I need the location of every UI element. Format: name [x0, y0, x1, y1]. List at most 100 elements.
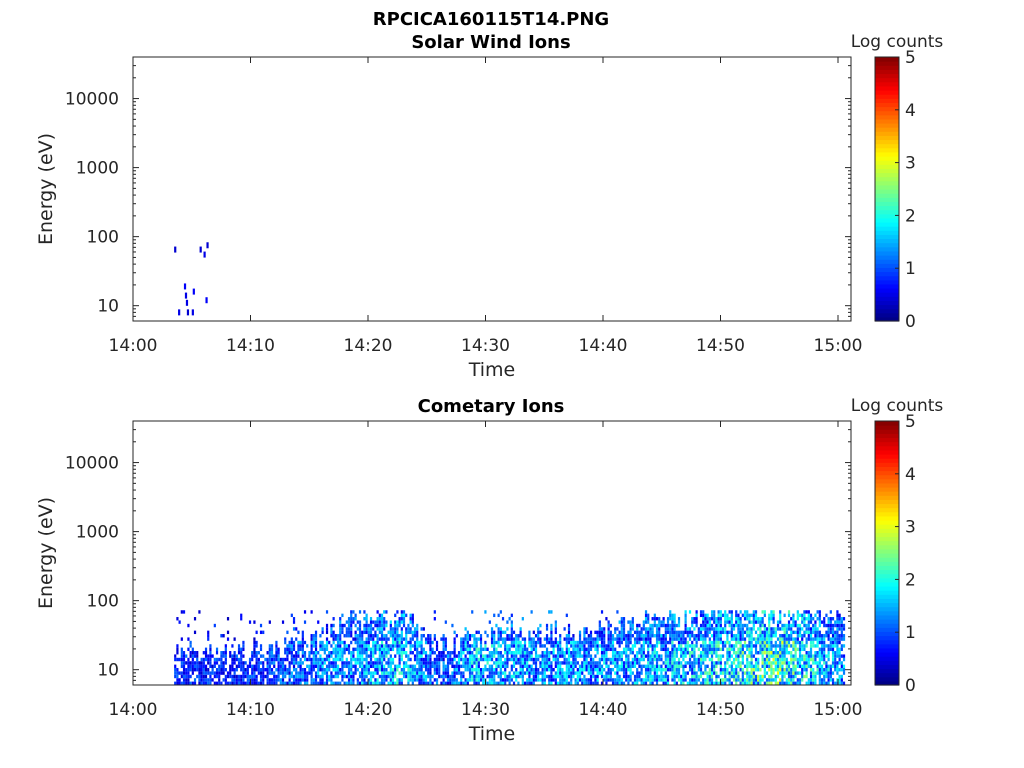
heatmap-cell — [532, 657, 535, 662]
heatmap-cell — [823, 637, 826, 641]
heatmap-cell — [273, 657, 276, 662]
heatmap-cell — [783, 640, 786, 645]
heatmap-cell — [493, 640, 496, 645]
heatmap-cell — [411, 668, 414, 672]
heatmap-cell — [495, 640, 498, 645]
heatmap-cell — [721, 647, 725, 652]
heatmap-cell — [583, 678, 586, 682]
heatmap-cell — [605, 644, 608, 648]
heatmap-cell — [603, 630, 606, 635]
heatmap-cell — [187, 623, 190, 628]
heatmap-cell — [818, 634, 821, 638]
heatmap-cell — [831, 647, 835, 652]
heatmap-cell — [297, 674, 300, 679]
heatmap-cell — [809, 620, 813, 624]
heatmap-cell — [563, 681, 566, 685]
heatmap-cell — [363, 674, 366, 679]
heatmap-cell — [394, 637, 397, 641]
heatmap-cell — [691, 668, 694, 672]
heatmap-cell — [183, 283, 187, 290]
heatmap-cell — [275, 654, 278, 658]
heatmap-cell — [691, 654, 694, 658]
heatmap-cell — [638, 634, 641, 638]
heatmap-cell — [750, 651, 753, 655]
heatmap-cell — [372, 651, 375, 655]
heatmap-cell — [367, 623, 370, 628]
heatmap-cell — [358, 634, 362, 638]
heatmap-cell — [398, 647, 401, 652]
heatmap-cell — [726, 637, 729, 641]
heatmap-cell — [409, 620, 412, 624]
heatmap-cell — [790, 651, 793, 655]
heatmap-cell — [836, 644, 839, 648]
heatmap-cell — [823, 644, 826, 648]
heatmap-cell — [270, 661, 274, 665]
heatmap-cell — [589, 678, 593, 682]
heatmap-cell — [204, 664, 208, 669]
heatmap-cell — [350, 651, 353, 655]
heatmap-cell — [493, 637, 496, 641]
heatmap-cell — [218, 668, 221, 672]
heatmap-cell — [385, 610, 388, 614]
heatmap-cell — [435, 654, 439, 658]
heatmap-cell — [352, 657, 355, 662]
heatmap-cell — [497, 630, 500, 635]
heatmap-cell — [233, 674, 236, 679]
heatmap-cell — [779, 644, 782, 648]
heatmap-cell — [750, 668, 753, 672]
heatmap-cell — [336, 654, 340, 658]
heatmap-cell — [787, 678, 791, 682]
heatmap-cell — [334, 664, 337, 669]
heatmap-cell — [495, 623, 498, 628]
heatmap-cell — [248, 661, 252, 665]
heatmap-cell — [446, 664, 450, 669]
heatmap-cell — [622, 623, 626, 628]
heatmap-cell — [526, 651, 529, 655]
heatmap-cell — [466, 651, 469, 655]
heatmap-cell — [829, 674, 832, 679]
x-tick-label: 14:50 — [696, 700, 745, 720]
heatmap-cell — [365, 661, 368, 665]
heatmap-cell — [840, 634, 843, 638]
heatmap-cell — [506, 657, 509, 662]
heatmap-cell — [605, 681, 608, 685]
heatmap-cell — [653, 623, 656, 628]
heatmap-cell — [737, 657, 740, 662]
heatmap-cell — [539, 671, 542, 675]
heatmap-cell — [292, 654, 296, 658]
heatmap-cell — [609, 634, 612, 638]
heatmap-cell — [759, 681, 762, 685]
heatmap-cell — [545, 634, 549, 638]
heatmap-cell — [741, 678, 744, 682]
heatmap-cell — [523, 654, 527, 658]
heatmap-cell — [790, 661, 793, 665]
colorbar-swatch — [875, 581, 899, 587]
heatmap-cell — [655, 617, 659, 621]
heatmap-cell — [750, 681, 753, 685]
heatmap-cell — [592, 644, 595, 648]
heatmap-cell — [721, 678, 725, 682]
colorbar-swatch — [875, 209, 899, 215]
heatmap-cell — [295, 654, 298, 658]
heatmap-cell — [702, 610, 705, 614]
heatmap-cell — [418, 644, 421, 648]
heatmap-cell — [647, 654, 650, 658]
colorbar-swatch — [875, 312, 899, 318]
heatmap-cell — [409, 630, 412, 635]
heatmap-cell — [303, 674, 307, 679]
heatmap-cell — [407, 678, 410, 682]
heatmap-cell — [339, 620, 342, 624]
heatmap-cell — [339, 630, 342, 635]
heatmap-cell — [618, 654, 621, 658]
heatmap-cell — [627, 647, 630, 652]
heatmap-cell — [567, 674, 571, 679]
heatmap-cell — [746, 668, 749, 672]
heatmap-cell — [541, 668, 544, 672]
heatmap-cell — [684, 640, 687, 645]
heatmap-cell — [356, 647, 359, 652]
heatmap-cell — [391, 630, 395, 635]
heatmap-cell — [763, 623, 766, 628]
heatmap-cell — [471, 657, 474, 662]
heatmap-cell — [825, 644, 828, 648]
heatmap-cell — [288, 678, 291, 682]
